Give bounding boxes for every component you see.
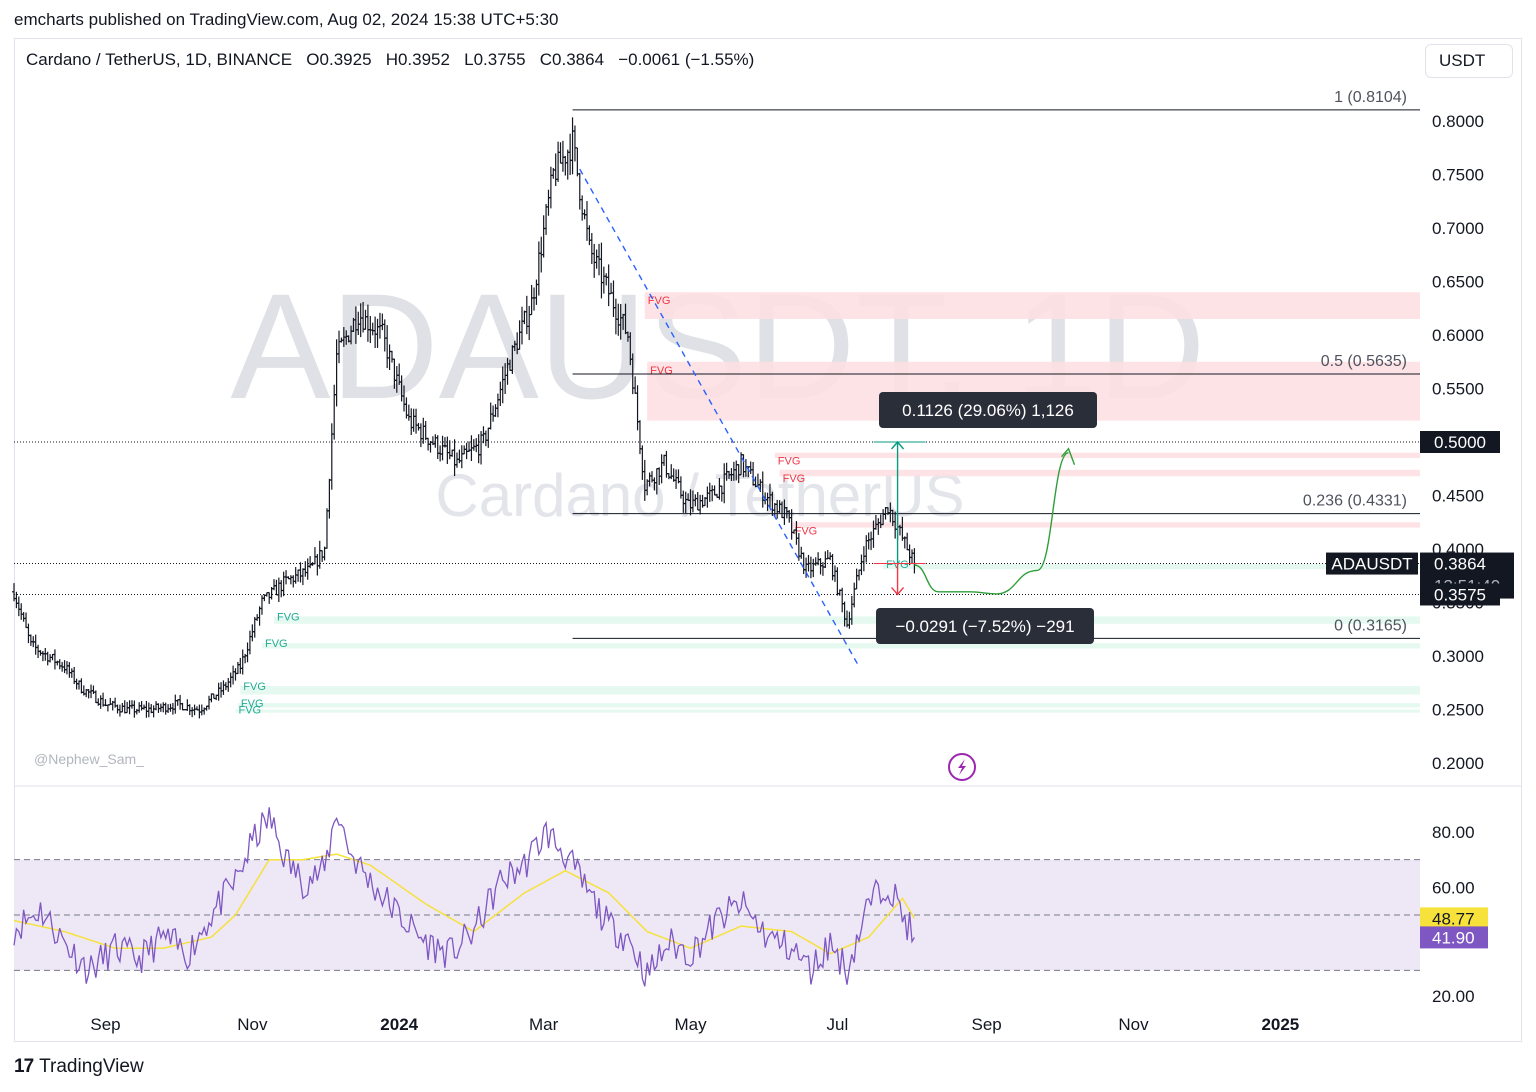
fvg-zone-bullish: [240, 685, 1420, 695]
time-axis-tick: Sep: [972, 1015, 1002, 1034]
fvg-label: FVG: [648, 295, 671, 307]
lightning-glyph: [958, 759, 966, 775]
trendline[interactable]: [579, 168, 860, 668]
fib-level-label: 0 (0.3165): [1334, 617, 1407, 634]
tradingview-brand-label: TradingView: [39, 1056, 144, 1077]
symbol-ohlc-line: Cardano / TetherUS, 1D, BINANCE O0.3925 …: [26, 50, 755, 69]
rsi-value-badge[interactable]: [1420, 926, 1488, 949]
price-axis-tick: 0.7500: [1432, 166, 1484, 185]
author-watermark: @Nephew_Sam_: [34, 751, 144, 767]
tradingview-logo-icon: 17: [14, 1056, 34, 1077]
price-axis-tick: 0.8000: [1432, 112, 1484, 131]
time-axis-tick: 2025: [1261, 1015, 1299, 1034]
rsi-ma-badge-label: 48.77: [1432, 909, 1475, 928]
fvg-label: FVG: [650, 365, 673, 377]
projection-path[interactable]: [914, 452, 1069, 595]
fib-level-label: 0.236 (0.4331): [1303, 493, 1407, 510]
price-badge-label: 0.5000: [1434, 433, 1486, 452]
measure-down-arrow: [891, 587, 905, 596]
tradingview-logo[interactable]: 17 TradingView: [14, 1056, 144, 1078]
price-axis-tick: 0.2500: [1432, 701, 1484, 720]
price-badge[interactable]: [1420, 583, 1500, 606]
time-axis-tick: May: [674, 1015, 707, 1034]
fvg-zone-bearish: [644, 292, 1420, 319]
price-badge[interactable]: [1420, 431, 1500, 453]
fvg-label: FVG: [795, 525, 818, 537]
measure-up-tooltip-label: 0.1126 (29.06%) 1,126: [902, 401, 1074, 420]
rsi-axis-tick: 60.00: [1432, 878, 1475, 897]
rsi-line[interactable]: [13, 807, 915, 987]
fvg-label: FVG: [277, 611, 300, 623]
measure-down-tooltip-label: −0.0291 (−7.52%) −291: [895, 617, 1074, 636]
fvg-zone-bearish: [774, 452, 1420, 459]
fib-level-label: 1 (0.8104): [1334, 89, 1407, 106]
rsi-ma-badge[interactable]: [1420, 907, 1488, 930]
measure-down-tooltip-box: [876, 608, 1094, 644]
symbol-badge[interactable]: [1326, 552, 1418, 575]
fib-level-label: 0.5 (0.5635): [1321, 353, 1407, 370]
rsi-axis-tick: 20.00: [1432, 987, 1475, 1006]
price-axis-tick: 0.6500: [1432, 273, 1484, 292]
fvg-label: FVG: [783, 473, 806, 485]
price-axis-tick: 0.6000: [1432, 326, 1484, 345]
measure-up-tooltip-box: [879, 392, 1097, 428]
projection-arrow-icon: [1060, 447, 1076, 465]
time-axis-tick: Nov: [237, 1015, 268, 1034]
price-axis-tick: 0.2000: [1432, 754, 1484, 773]
symbol-badge-label: ADAUSDT: [1331, 555, 1412, 574]
price-axis-tick: 0.4500: [1432, 487, 1484, 506]
price-axis-tick: 0.7000: [1432, 219, 1484, 238]
fvg-label: FVG: [778, 456, 801, 468]
fvg-zone-bearish: [791, 522, 1420, 528]
chart-frame: [14, 38, 1522, 1042]
price-axis-tick: 0.5500: [1432, 380, 1484, 399]
time-axis-tick: Nov: [1118, 1015, 1149, 1034]
fvg-zone-bullish: [235, 709, 1420, 713]
time-axis-tick: 2024: [380, 1015, 418, 1034]
fvg-zone-bullish: [883, 563, 1420, 570]
published-line: emcharts published on TradingView.com, A…: [14, 10, 559, 29]
fvg-zone-bullish: [261, 643, 1420, 649]
time-axis-tick: Jul: [827, 1015, 849, 1034]
fvg-label: FVG: [243, 681, 266, 693]
price-badge-label: 0.3575: [1434, 585, 1486, 604]
rsi-value-badge-label: 41.90: [1432, 928, 1475, 947]
currency-selector-button[interactable]: USDT: [1425, 44, 1513, 78]
last-price-badge-label: 0.3864: [1434, 555, 1486, 574]
fvg-zone-bearish: [779, 469, 1420, 477]
fvg-label: FVG: [238, 705, 261, 717]
time-axis-tick: Sep: [90, 1015, 120, 1034]
fvg-label: FVG: [265, 638, 288, 650]
price-axis-tick: 0.3000: [1432, 647, 1484, 666]
fvg-zone-bullish: [237, 703, 1421, 708]
rsi-axis-tick: 80.00: [1432, 823, 1475, 842]
fvg-label: FVG: [241, 698, 264, 710]
time-axis-tick: Mar: [529, 1015, 559, 1034]
